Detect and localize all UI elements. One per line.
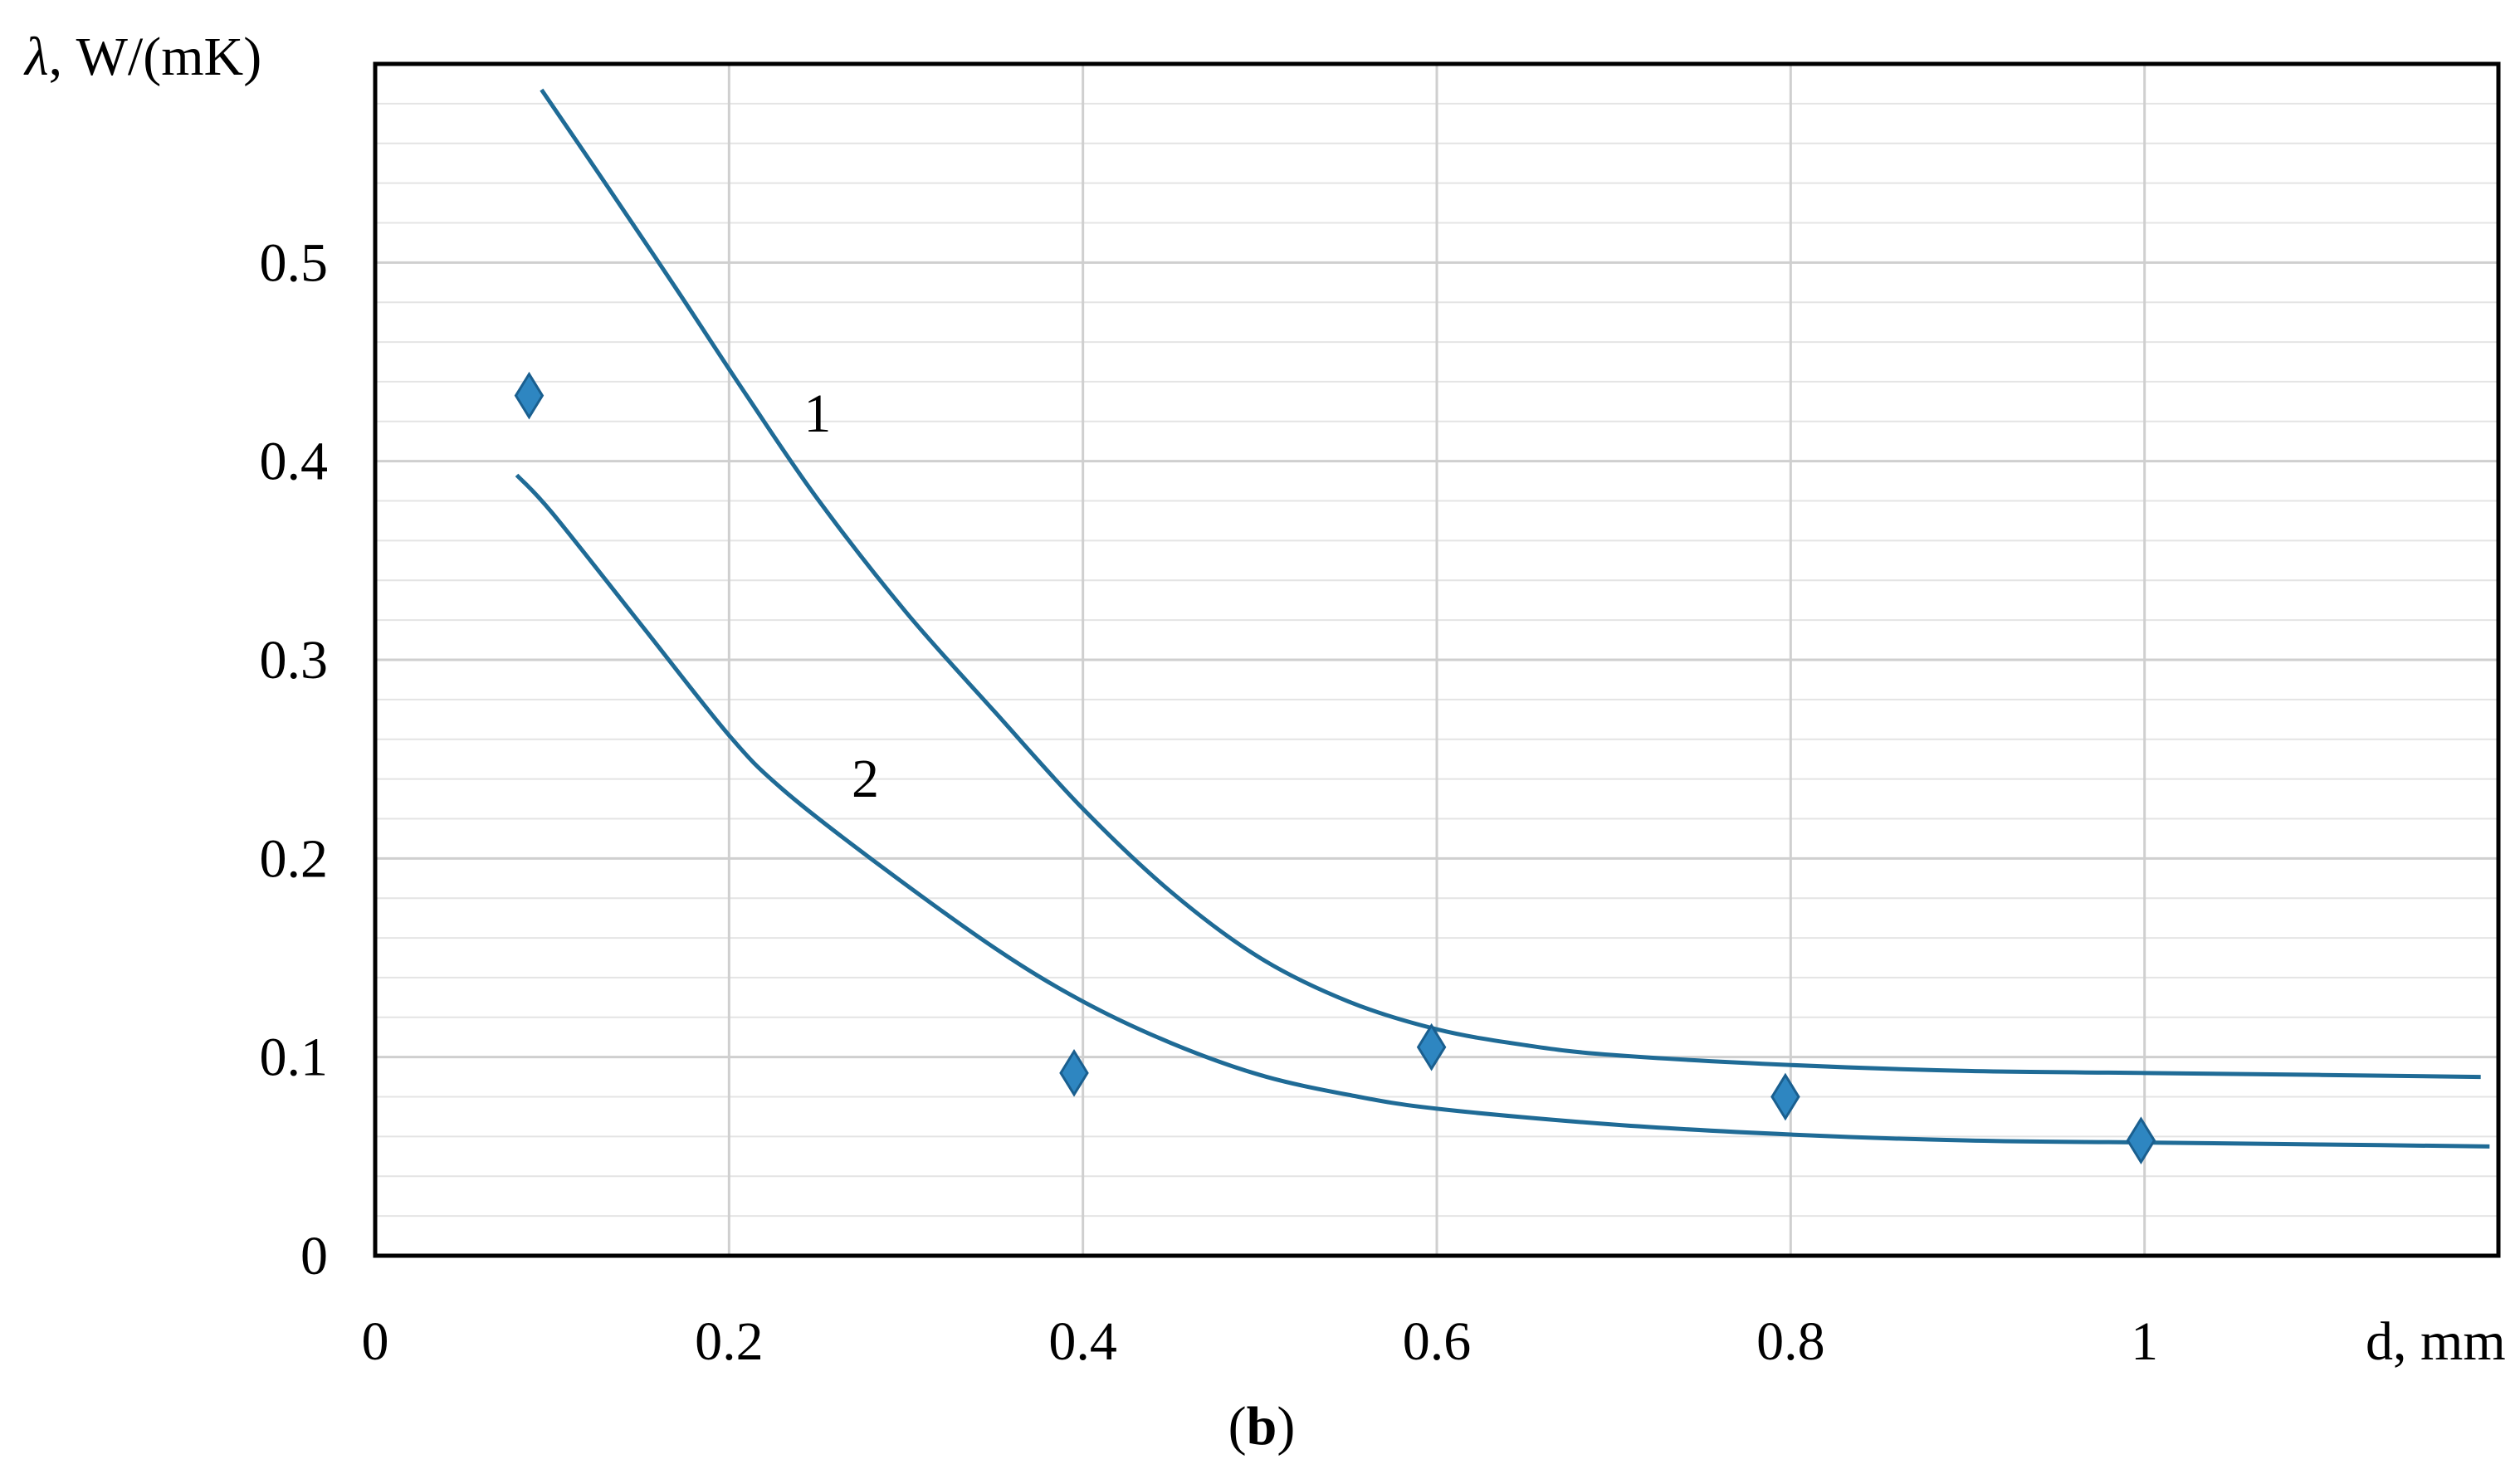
caption-open-paren: ( [1228,1396,1247,1457]
curve-1 [540,88,2481,1080]
curve-label-layer: 12 [803,383,879,809]
tick-layer: 0 0.1 0.2 0.3 0.4 0.5 0 0.2 0.4 0.6 0.8 1 [260,232,2159,1372]
curve-label-2: 2 [852,749,879,809]
curve-layer [515,88,2490,1149]
y-tick-label: 0.5 [260,232,329,293]
x-tick-label: 0.8 [1756,1311,1825,1372]
x-tick-label: 0.4 [1048,1311,1117,1372]
y-tick-label: 0.3 [260,630,329,691]
figure-caption: (b) [1228,1396,1296,1457]
marker-layer [514,371,2156,1165]
x-tick-label: 0.6 [1403,1311,1472,1372]
x-tick-label: 0 [362,1311,389,1372]
grid-layer [375,64,2498,1256]
x-axis-label: d, mm [2366,1311,2506,1372]
y-axis-label: λ, W/(mK) [23,27,261,87]
plot-frame [373,61,2501,1258]
y-tick-label: 0.2 [260,828,329,889]
x-tick-label: 1 [2131,1311,2158,1372]
curve-2 [515,473,2490,1149]
y-axis-symbol: λ [23,27,49,87]
y-tick-label: 0 [300,1226,328,1286]
caption-close-paren: ) [1277,1396,1295,1457]
data-point-1 [514,371,545,420]
curve-label-1: 1 [803,383,831,444]
data-point-4 [1770,1072,1800,1121]
x-tick-label: 0.2 [695,1311,764,1372]
data-point-2 [1059,1048,1089,1097]
caption-letter: b [1247,1396,1277,1457]
data-point-3 [1416,1022,1447,1071]
y-axis-units: , W/(mK) [49,27,262,87]
y-tick-label: 0.1 [260,1027,329,1088]
y-tick-label: 0.4 [260,432,329,492]
data-point-5 [2126,1116,2156,1165]
